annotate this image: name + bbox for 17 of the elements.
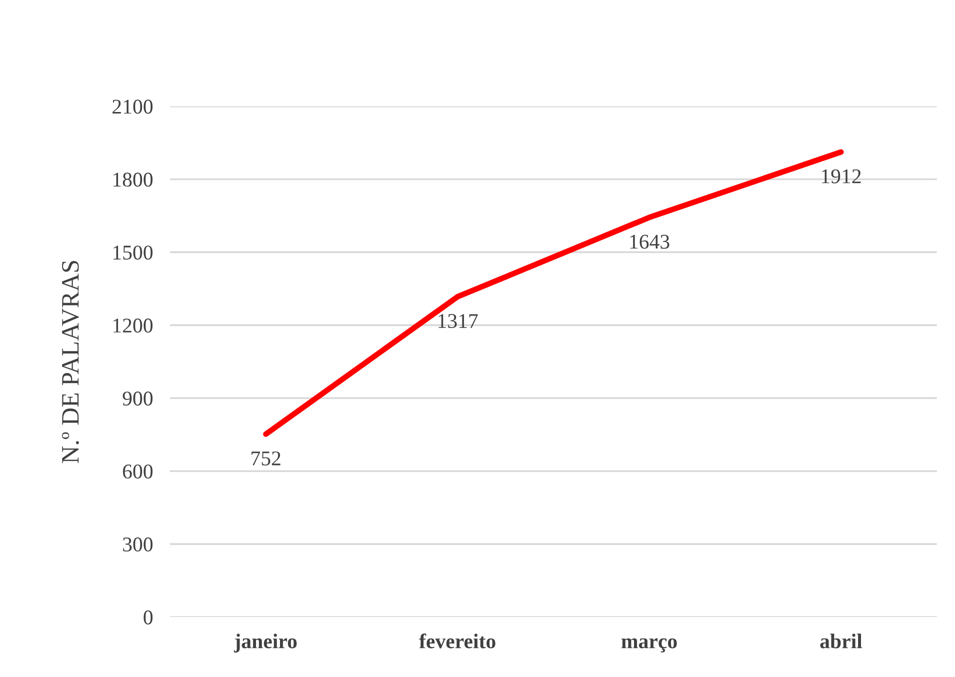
data-label: 1912 <box>822 169 861 184</box>
data-label: 752 <box>252 451 280 466</box>
y-tick-label: 1800 <box>113 172 153 187</box>
y-tick-label: 600 <box>122 464 153 479</box>
y-tick-label: 2100 <box>112 100 153 114</box>
y-tick-label: 300 <box>123 537 153 552</box>
x-tick-label: janeiro <box>234 634 297 653</box>
data-label: 1643 <box>630 234 670 249</box>
data-label: 1317 <box>438 314 478 328</box>
y-tick-label: 1200 <box>113 318 153 333</box>
y-tick-label: 900 <box>122 392 153 406</box>
y-tick-label: 0 <box>144 610 153 624</box>
y-tick-label: 1500 <box>113 246 153 260</box>
y-axis-title: N.º DE PALAVRAS <box>62 261 79 464</box>
x-tick-label: fevereito <box>419 633 496 648</box>
x-tick-label: março <box>622 638 677 652</box>
x-tick-label: abril <box>820 634 862 648</box>
